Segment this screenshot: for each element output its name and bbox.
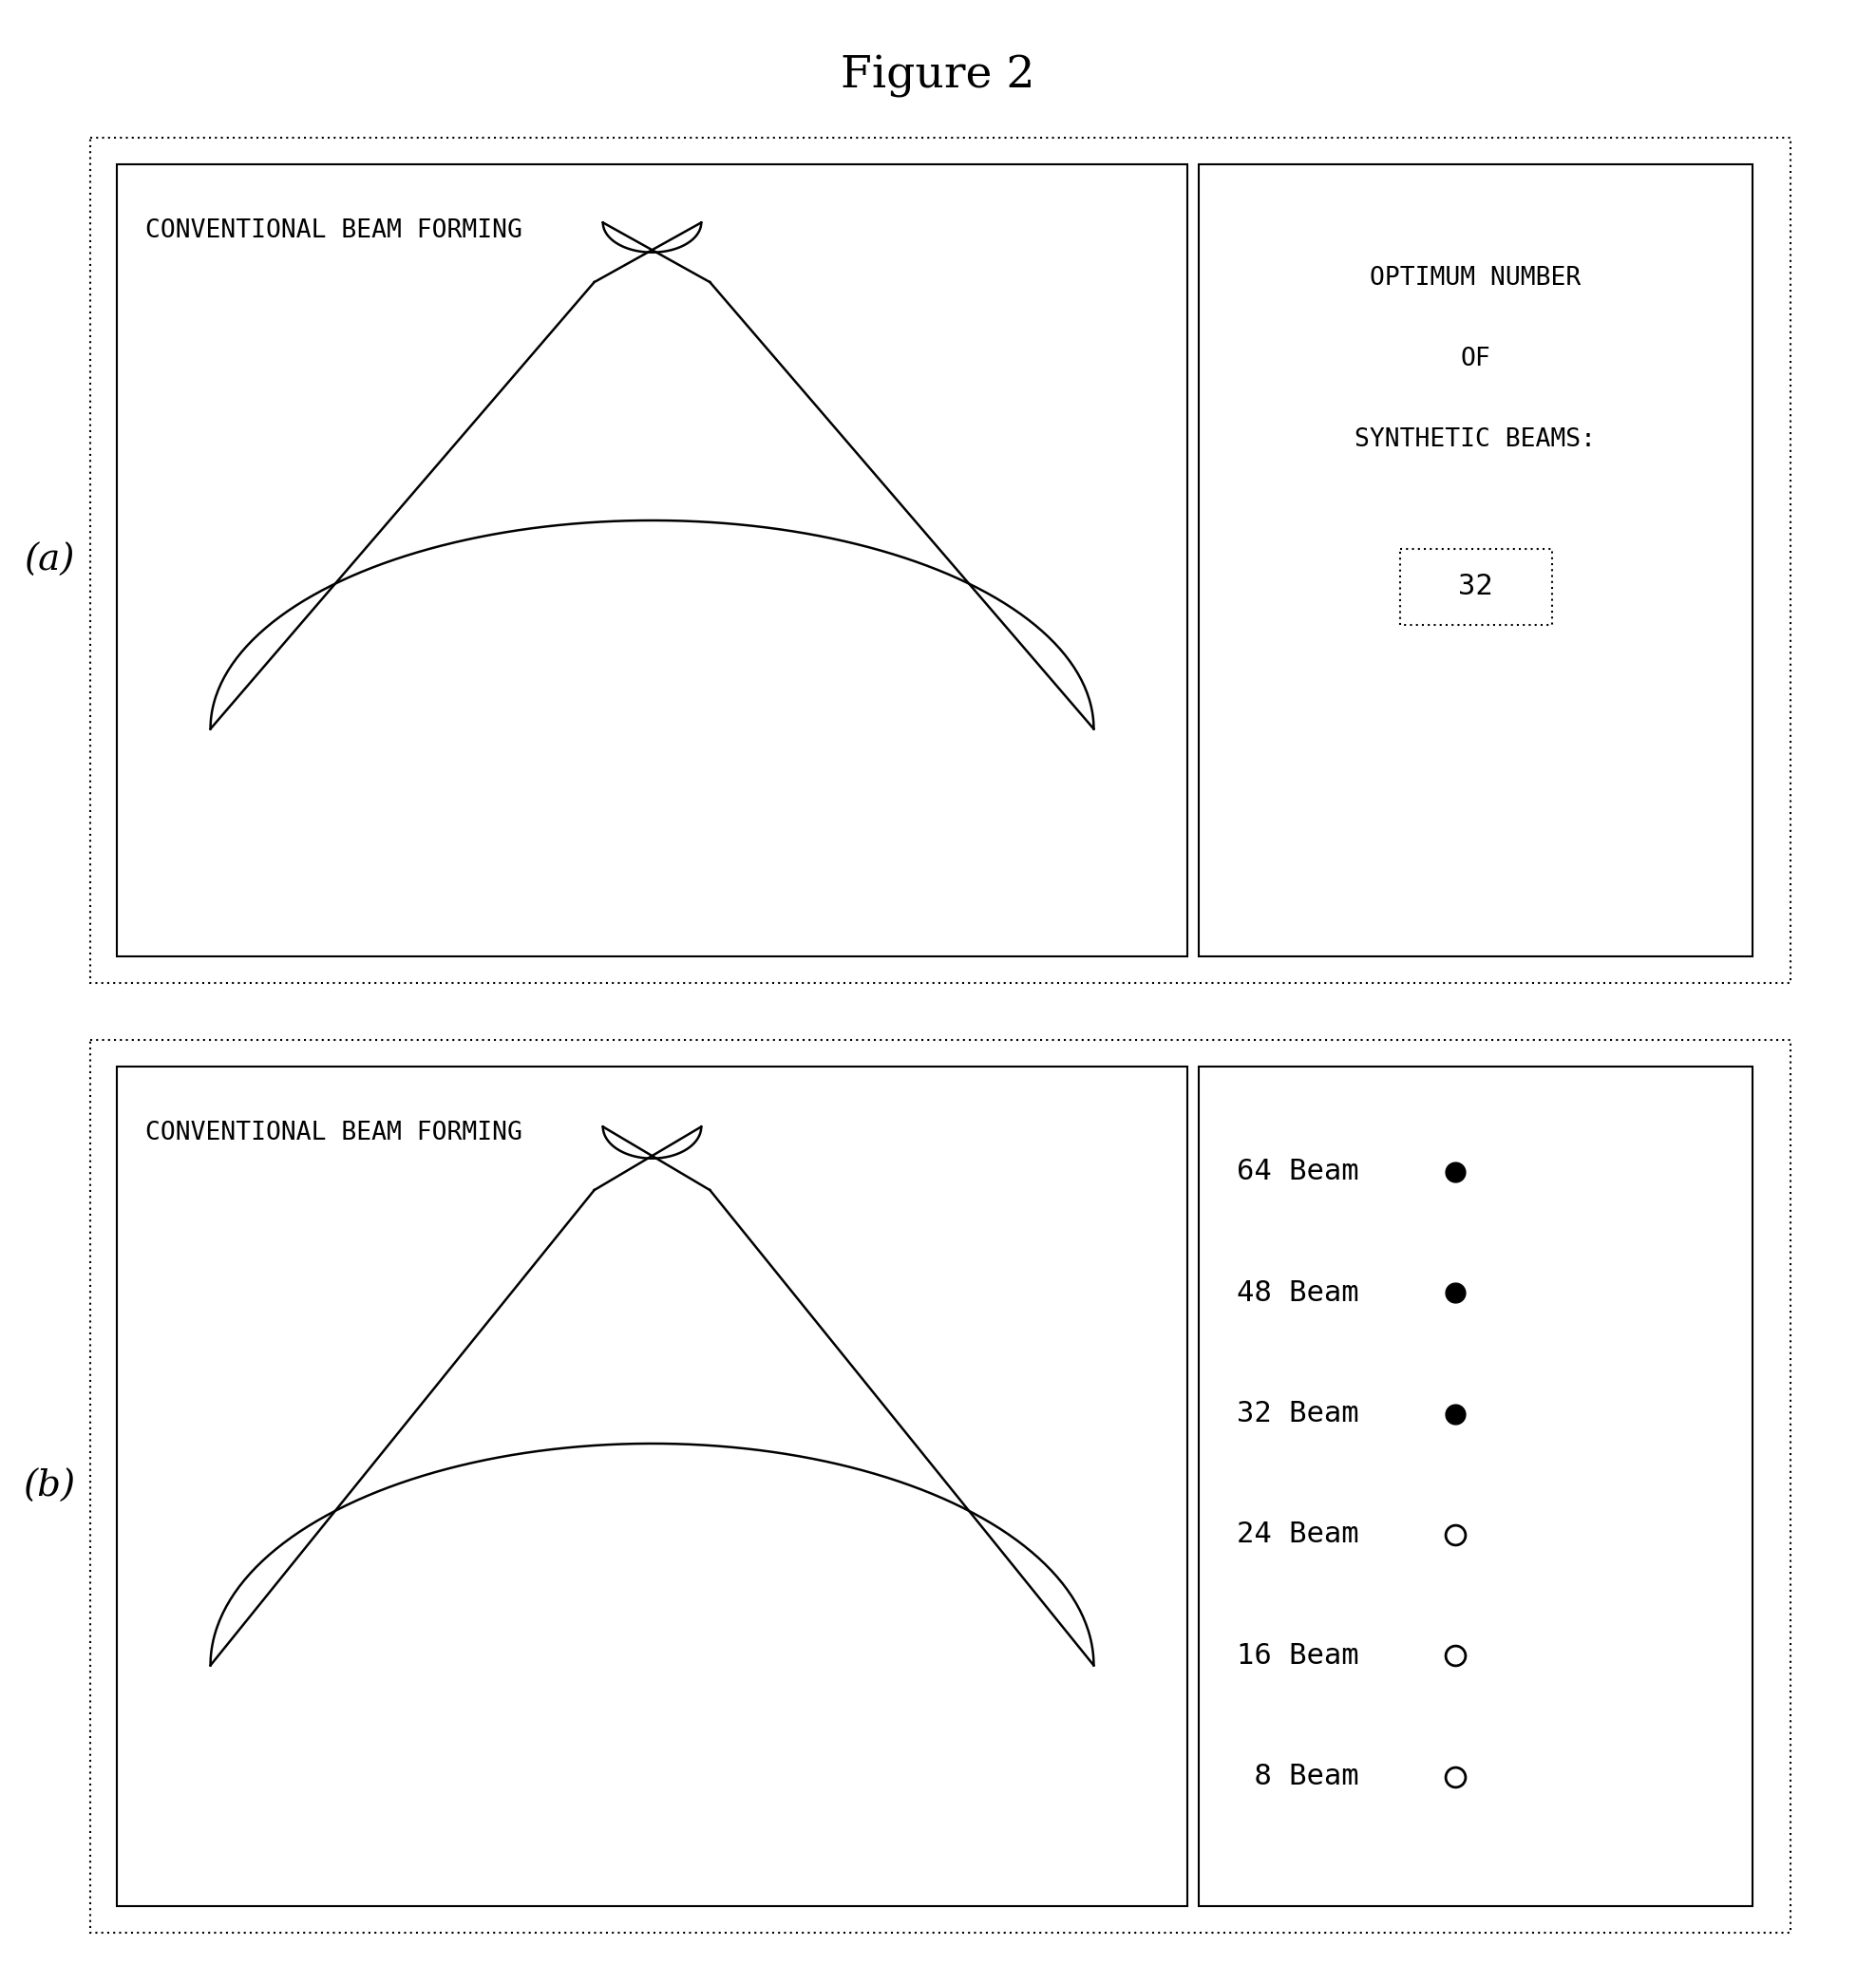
Bar bbox=[116, 1067, 1188, 1907]
Bar bbox=[116, 165, 1188, 956]
Text: (a): (a) bbox=[24, 544, 75, 577]
Text: CONVENTIONAL BEAM FORMING: CONVENTIONAL BEAM FORMING bbox=[144, 218, 522, 244]
Bar bbox=[1199, 165, 1752, 956]
Text: 16 Beam: 16 Beam bbox=[1236, 1643, 1358, 1669]
Text: 32: 32 bbox=[1458, 573, 1493, 601]
Text: (b): (b) bbox=[23, 1468, 75, 1504]
Text: SYNTHETIC BEAMS:: SYNTHETIC BEAMS: bbox=[1354, 427, 1596, 452]
Text: 32 Beam: 32 Beam bbox=[1236, 1401, 1358, 1428]
Text: 24 Beam: 24 Beam bbox=[1236, 1522, 1358, 1548]
Bar bbox=[1199, 1067, 1752, 1907]
Text: 64 Beam: 64 Beam bbox=[1236, 1159, 1358, 1186]
Bar bbox=[90, 137, 1790, 982]
Bar bbox=[1399, 550, 1551, 625]
Text: Figure 2: Figure 2 bbox=[840, 54, 1036, 97]
Text: OPTIMUM NUMBER: OPTIMUM NUMBER bbox=[1369, 266, 1581, 290]
Text: 8 Beam: 8 Beam bbox=[1236, 1764, 1358, 1790]
Text: 48 Beam: 48 Beam bbox=[1236, 1280, 1358, 1307]
Bar bbox=[90, 1040, 1790, 1932]
Text: OF: OF bbox=[1461, 347, 1491, 371]
Text: CONVENTIONAL BEAM FORMING: CONVENTIONAL BEAM FORMING bbox=[144, 1121, 522, 1145]
